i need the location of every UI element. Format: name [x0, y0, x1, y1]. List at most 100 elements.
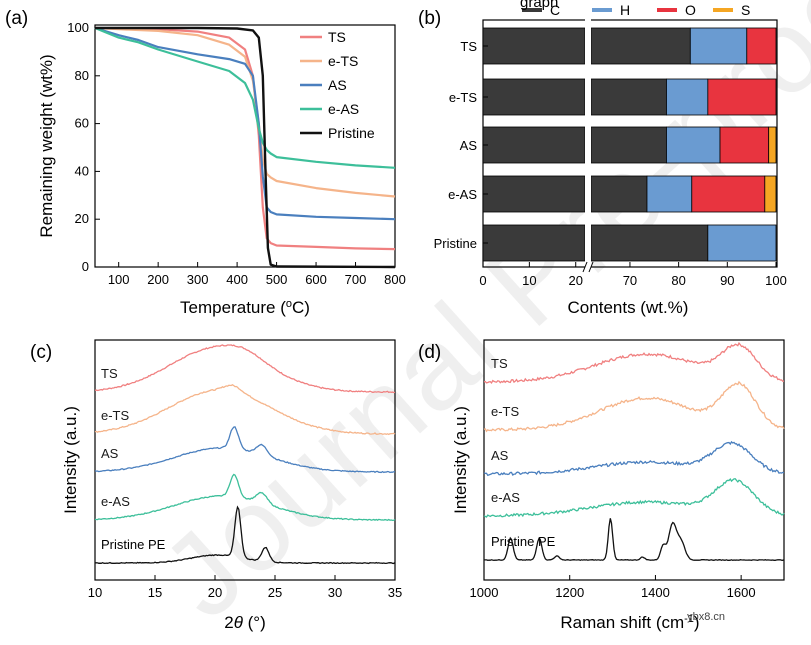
panel-d-label: (d) [418, 342, 441, 363]
series-line-e-AS [94, 26, 396, 169]
legend-label-e-TS: e-TS [328, 53, 358, 69]
bar-segment-TS-C [482, 27, 586, 65]
bar-segment-TS-O [746, 27, 777, 65]
x-tick-label: 90 [720, 273, 734, 288]
bar-segment-e-AS-O [691, 175, 766, 213]
x-tick-label: 300 [187, 272, 209, 287]
x-tick-label: 20 [568, 273, 582, 288]
axis-break-mark [582, 261, 588, 273]
panel-c-xticks: 10 15 20 25 30 35 [88, 575, 402, 600]
y-tick-label: 100 [67, 20, 89, 35]
series-line-Pristine [95, 26, 396, 269]
spectrum-line-e-AS [94, 473, 396, 522]
panel-b-categories: TS e-TS AS e-AS Pristine [434, 39, 488, 251]
panel-b-xlabel: Contents (wt.%) [568, 298, 689, 317]
panel-c-label: (c) [30, 342, 52, 363]
legend-label-H: H [620, 2, 630, 18]
category-label: e-TS [449, 90, 478, 105]
x-tick-label: 1200 [555, 585, 584, 600]
panel-c-xlabel: 2θ (°) [224, 613, 266, 632]
x-tick-label: 25 [268, 585, 282, 600]
x-tick-label: 200 [147, 272, 169, 287]
x-tick-label: 500 [266, 272, 288, 287]
panel-a-xticks: 100 200 300 400 500 600 700 800 [108, 262, 406, 287]
bar-segment-e-AS-C [482, 175, 586, 213]
spectrum-line-e-TS [483, 380, 785, 433]
category-label: e-AS [448, 187, 477, 202]
x-tick-label: 20 [208, 585, 222, 600]
bar-segment-AS-O [719, 126, 770, 164]
axis-break-mark [588, 261, 594, 273]
bar-segment-e-TS-C [482, 78, 586, 116]
x-tick-label: 600 [305, 272, 327, 287]
spectrum-line-AS [94, 426, 396, 474]
bar-segment-AS-H [666, 126, 721, 164]
spectrum-line-TS [94, 344, 396, 394]
x-tick-label: 100 [765, 273, 787, 288]
x-tick-label: 1400 [641, 585, 670, 600]
bar-segment-Pristine-C [482, 224, 586, 262]
x-tick-label: 15 [148, 585, 162, 600]
spectrum-label-Pristine: Pristine PE [491, 534, 556, 549]
bar-segment-AS-C [590, 126, 667, 164]
spectrum-label-e-AS: e-AS [101, 494, 130, 509]
category-label: TS [460, 39, 477, 54]
panel-c-frame [94, 339, 396, 581]
spectrum-line-e-AS [483, 478, 785, 518]
bar-segment-e-TS-O [707, 78, 777, 116]
spectrum-label-e-TS: e-TS [101, 408, 130, 423]
legend-label-O: O [685, 2, 696, 18]
panel-a-xlabel: Temperature (oC) [180, 298, 310, 317]
panel-a: (a) 100 200 300 400 500 600 700 800 0 20 40 60 80 10… [5, 8, 406, 317]
bar-segment-e-AS-H [646, 175, 693, 213]
panel-b-bars [482, 18, 777, 273]
bar-segment-e-AS-C [590, 175, 648, 213]
legend-label-AS: AS [328, 77, 347, 93]
legend-label-Pristine: Pristine [328, 125, 375, 141]
x-tick-label: 70 [623, 273, 637, 288]
bar-segment-e-TS-C [590, 78, 667, 116]
axis-break-gap [585, 18, 591, 270]
spectrum-line-Pristine [94, 505, 396, 565]
panel-d-frame [483, 339, 785, 581]
panel-c-series: TS e-TS AS e-AS Pristine PE [94, 344, 396, 565]
bar-segment-AS-S [768, 126, 777, 164]
panel-b-label: (b) [418, 8, 441, 29]
panel-a-label: (a) [5, 8, 28, 29]
panel-a-legend: TS e-TS AS e-AS Pristine [300, 29, 375, 141]
panel-d-ylabel: Intensity (a.u.) [451, 406, 470, 514]
spectrum-label-e-TS: e-TS [491, 404, 520, 419]
x-tick-label: 10 [88, 585, 102, 600]
panel-d-series: TS e-TS AS e-AS Pristine PE [483, 341, 785, 562]
legend-label-C: C [550, 2, 560, 18]
top-cut-text: graph [520, 0, 559, 11]
y-tick-label: 60 [75, 116, 89, 131]
bar-segment-AS-C [482, 126, 586, 164]
bar-segment-Pristine-C [590, 224, 709, 262]
spectrum-line-Pristine [484, 518, 785, 562]
site-mark: ybx8.cn [687, 611, 725, 623]
x-tick-label: 1000 [470, 585, 499, 600]
x-tick-label: 10 [522, 273, 536, 288]
spectrum-line-TS [483, 341, 784, 384]
panel-a-ylabel: Remaining weight (wt%) [37, 54, 56, 237]
spectrum-label-AS: AS [101, 446, 119, 461]
legend-label-TS: TS [328, 29, 346, 45]
x-tick-label: 100 [108, 272, 130, 287]
legend-label-e-AS: e-AS [328, 101, 359, 117]
bar-segment-TS-C [590, 27, 691, 65]
y-tick-label: 20 [75, 211, 89, 226]
bar-segment-e-TS-H [666, 78, 709, 116]
panel-b-xticks: 0 10 20 70 80 90 100 [479, 262, 787, 288]
bar-segment-Pristine-H [707, 224, 777, 262]
panel-c-ylabel: Intensity (a.u.) [61, 406, 80, 514]
bar-segment-TS-H [689, 27, 748, 65]
spectrum-label-TS: TS [491, 356, 508, 371]
spectrum-label-AS: AS [491, 448, 509, 463]
panel-a-series [94, 26, 396, 269]
spectrum-label-Pristine: Pristine PE [101, 537, 166, 552]
panel-a-yticks: 0 20 40 60 80 100 [67, 20, 100, 274]
